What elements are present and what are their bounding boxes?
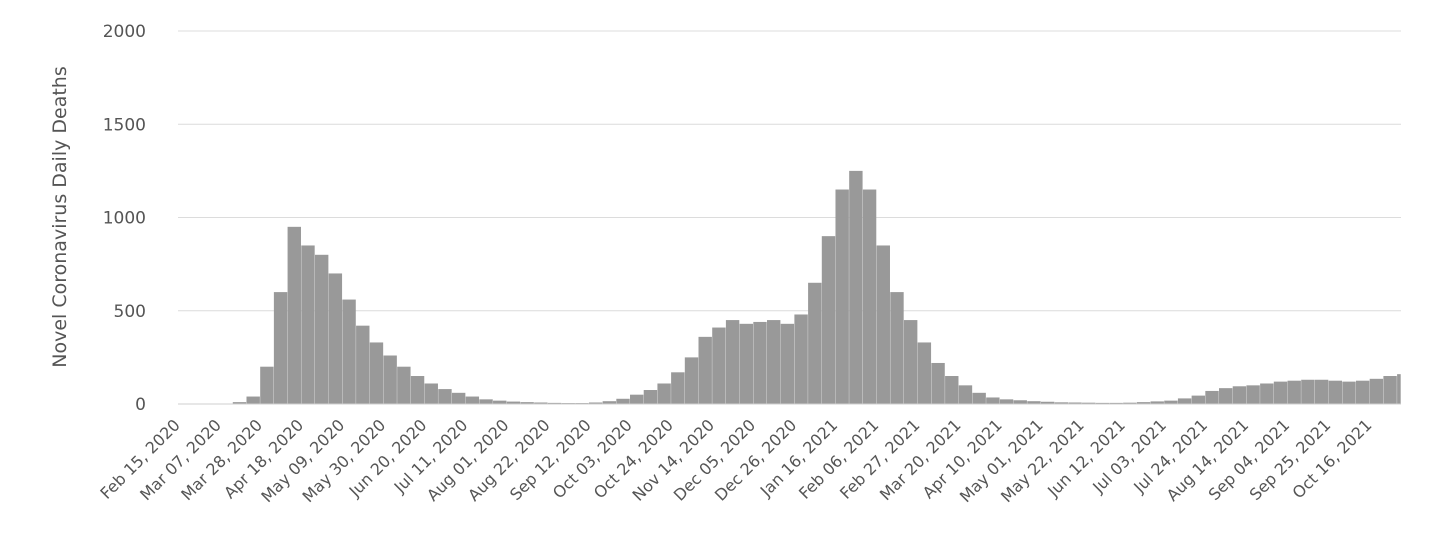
bar [1397, 374, 1401, 404]
bar [410, 376, 425, 404]
bar [1232, 386, 1247, 404]
y-tick-label: 1500 [103, 115, 146, 135]
bar [493, 400, 507, 404]
bar [479, 399, 493, 404]
bar [1123, 402, 1137, 404]
bar [767, 320, 781, 404]
bar [301, 245, 315, 404]
bar [643, 390, 658, 404]
bar [287, 226, 301, 404]
y-tick-label: 1000 [103, 209, 146, 229]
bar [630, 394, 644, 404]
bar [1342, 381, 1356, 404]
bar [835, 189, 849, 404]
bar [1273, 381, 1288, 404]
bar [1164, 400, 1178, 404]
bar [753, 321, 767, 404]
bar [1109, 402, 1123, 404]
bar [1219, 388, 1233, 404]
bar [602, 401, 617, 404]
bar [1177, 398, 1192, 404]
bar [1369, 378, 1384, 404]
bar [1150, 401, 1164, 404]
bar [862, 189, 877, 404]
bar [999, 399, 1014, 404]
bar [1260, 383, 1274, 404]
bar [876, 245, 890, 404]
bar [520, 402, 534, 404]
bar [1040, 401, 1055, 404]
bar [684, 357, 699, 405]
bar [438, 389, 452, 404]
bar [1246, 385, 1260, 404]
y-tick-label: 500 [114, 302, 146, 322]
bar [712, 327, 726, 404]
bar [1027, 401, 1041, 404]
bar [725, 320, 740, 404]
bar [260, 366, 274, 404]
bar [945, 376, 959, 404]
bar [383, 355, 397, 404]
y-tick-label: 0 [135, 395, 146, 415]
bar [958, 385, 973, 404]
bar [739, 323, 753, 404]
bar [328, 273, 343, 404]
bar [424, 383, 438, 404]
bar [1205, 390, 1219, 404]
bar [1082, 402, 1096, 404]
bar [1328, 380, 1342, 404]
bar [1383, 376, 1397, 404]
y-gridlines [178, 30, 1401, 312]
bar [1314, 379, 1329, 404]
bar [534, 402, 548, 404]
y-axis-title: Novel Coronavirus Daily Deaths [49, 66, 71, 367]
bar [1301, 379, 1315, 404]
bar [465, 396, 480, 404]
bar [698, 336, 712, 404]
bar [342, 299, 356, 404]
bar [506, 401, 521, 404]
bar [397, 366, 411, 404]
bar [356, 325, 370, 404]
bar [903, 320, 918, 404]
bar [986, 397, 1000, 404]
bar [547, 402, 562, 404]
bar [657, 383, 671, 404]
y-tick-label: 2000 [103, 22, 146, 42]
bar [890, 292, 904, 404]
bar [1355, 380, 1370, 404]
bar [780, 323, 795, 404]
bar [246, 396, 260, 404]
bar [616, 398, 630, 404]
bar [588, 402, 603, 404]
bar [821, 236, 836, 404]
bar [1095, 402, 1110, 404]
bar [273, 292, 288, 404]
bar [1068, 402, 1082, 404]
bar [794, 314, 808, 404]
bar [917, 342, 932, 404]
bar [849, 170, 863, 405]
bar [1013, 400, 1027, 404]
y-tick-labels: 0 500 1000 1500 2000 [103, 22, 146, 415]
bar [451, 392, 466, 404]
bar [1054, 402, 1069, 404]
bar [232, 402, 247, 404]
bar [314, 254, 329, 404]
bar [1191, 395, 1206, 404]
bar [808, 282, 822, 404]
bar [369, 342, 384, 404]
bar [972, 392, 986, 404]
bar [1136, 402, 1151, 404]
bar [1287, 380, 1301, 404]
bar [671, 372, 685, 404]
bar-series [205, 170, 1401, 405]
bar [931, 362, 945, 404]
